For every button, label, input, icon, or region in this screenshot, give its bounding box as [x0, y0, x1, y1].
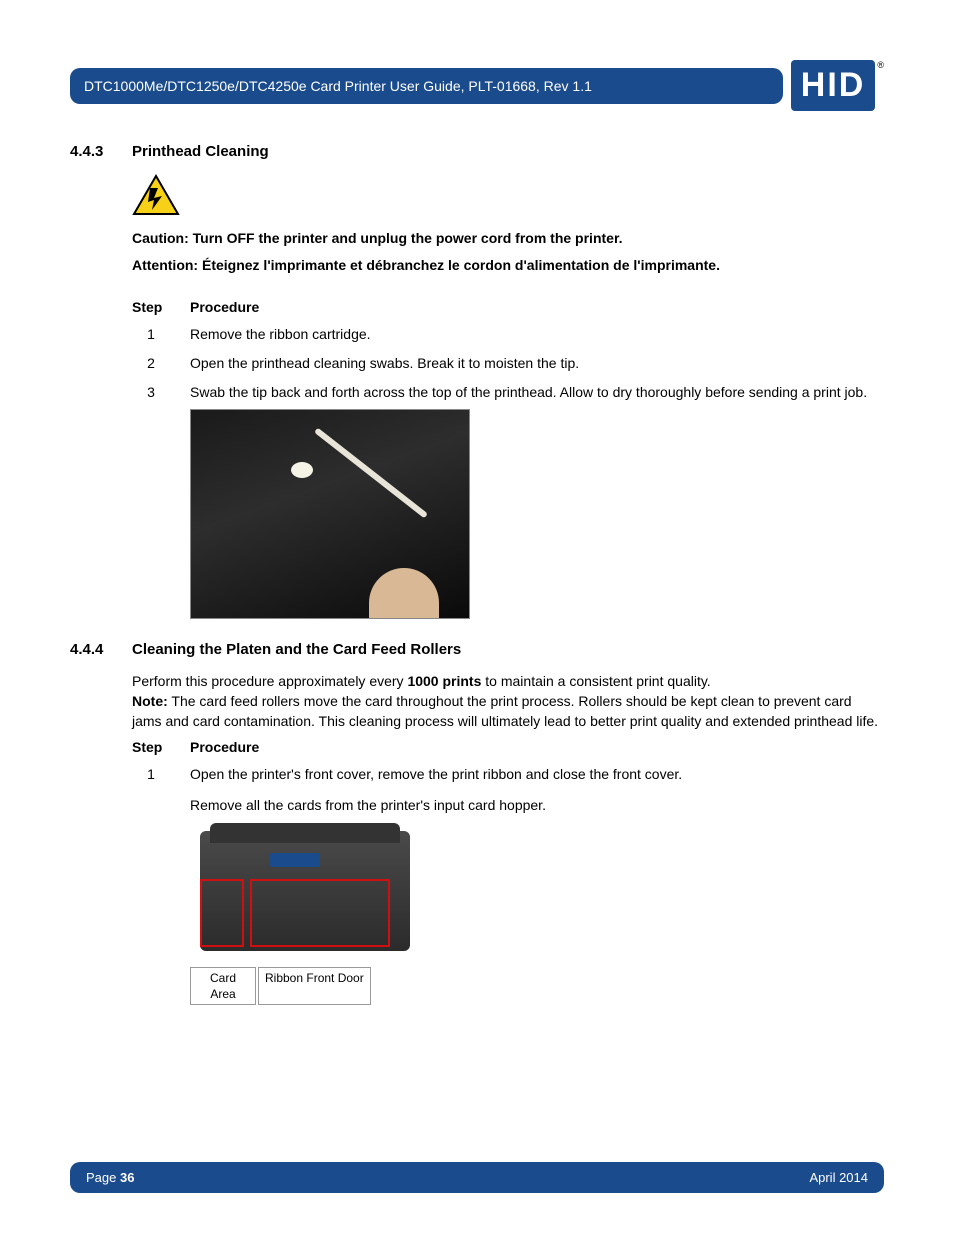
ribbon-door-highlight: [250, 879, 390, 947]
printhead-swab-image: [190, 409, 884, 619]
footer: Page 36 April 2014: [70, 1162, 884, 1193]
proc-col-header: Procedure: [190, 299, 884, 315]
section-heading: 4.4.3 Printhead Cleaning: [70, 143, 884, 160]
footer-page: Page 36: [86, 1170, 134, 1185]
step-number: 1: [132, 325, 190, 344]
step-table-443: Step Procedure 1 Remove the ribbon cartr…: [132, 299, 884, 620]
step-text: Open the printhead cleaning swabs. Break…: [190, 354, 884, 373]
proc-col-header: Procedure: [190, 739, 884, 755]
header-title: DTC1000Me/DTC1250e/DTC4250e Card Printer…: [70, 68, 783, 104]
header-bar: DTC1000Me/DTC1250e/DTC4250e Card Printer…: [70, 60, 884, 111]
intro-bold: 1000 prints: [407, 673, 481, 689]
printer-diagram-image: Card Area Ribbon Front Door: [190, 823, 884, 1009]
step-number: 1: [132, 765, 190, 1009]
table-row: 3 Swab the tip back and forth across the…: [132, 383, 884, 620]
step-col-header: Step: [132, 739, 190, 755]
caution-icon: [132, 174, 884, 221]
table-row: 1 Remove the ribbon cartridge.: [132, 325, 884, 344]
step-number: 2: [132, 354, 190, 373]
section-printhead-cleaning: 4.4.3 Printhead Cleaning Caution: Turn O…: [70, 143, 884, 619]
step-text: Remove the ribbon cartridge.: [190, 325, 884, 344]
note-text: The card feed rollers move the card thro…: [132, 693, 878, 729]
hid-logo: HID ®: [791, 60, 884, 111]
step-line1: Open the printer's front cover, remove t…: [190, 765, 884, 784]
section-number: 4.4.4: [70, 641, 132, 658]
table-row: 1 Open the printer's front cover, remove…: [132, 765, 884, 1009]
label-card-area: Card Area: [190, 967, 256, 1005]
section-title: Printhead Cleaning: [132, 143, 269, 160]
card-area-highlight: [200, 879, 244, 947]
step-number: 3: [132, 383, 190, 620]
footer-date: April 2014: [809, 1170, 868, 1185]
intro-pre: Perform this procedure approximately eve…: [132, 673, 407, 689]
table-row: 2 Open the printhead cleaning swabs. Bre…: [132, 354, 884, 373]
page-label: Page: [86, 1170, 120, 1185]
registered-mark: ®: [877, 60, 884, 70]
note-label: Note:: [132, 693, 168, 709]
label-ribbon-door: Ribbon Front Door: [258, 967, 371, 1005]
caution-text: Caution: Turn OFF the printer and unplug…: [132, 229, 884, 248]
intro-post: to maintain a consistent print quality.: [481, 673, 710, 689]
section-platen-rollers: 4.4.4 Cleaning the Platen and the Card F…: [70, 641, 884, 1009]
step-text: Swab the tip back and forth across the t…: [190, 383, 884, 402]
section-heading: 4.4.4 Cleaning the Platen and the Card F…: [70, 641, 884, 658]
section-number: 4.4.3: [70, 143, 132, 160]
section-title: Cleaning the Platen and the Card Feed Ro…: [132, 641, 461, 658]
attention-text: Attention: Éteignez l'imprimante et débr…: [132, 256, 884, 275]
intro-paragraph: Perform this procedure approximately eve…: [132, 672, 884, 731]
step-line2: Remove all the cards from the printer's …: [190, 796, 884, 815]
step-table-444: Step Procedure 1 Open the printer's fron…: [132, 739, 884, 1009]
page-content: DTC1000Me/DTC1250e/DTC4250e Card Printer…: [0, 0, 954, 1009]
logo-text: HID: [801, 66, 866, 104]
step-col-header: Step: [132, 299, 190, 315]
page-number: 36: [120, 1170, 134, 1185]
